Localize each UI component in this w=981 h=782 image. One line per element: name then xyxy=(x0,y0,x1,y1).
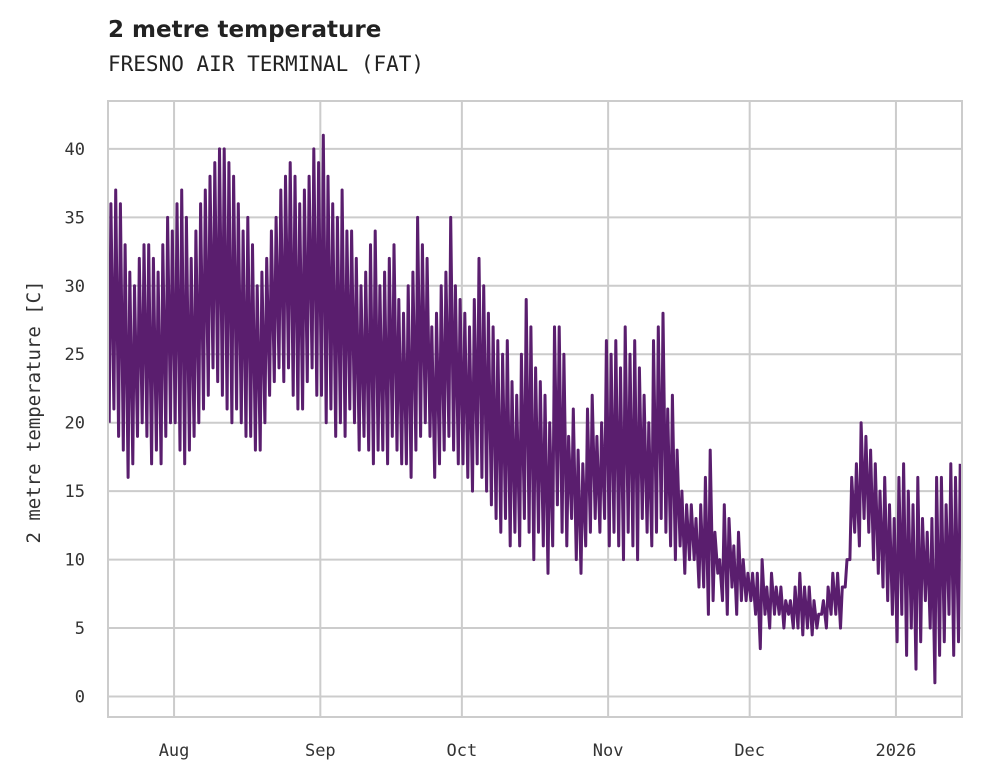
x-tick-label: Sep xyxy=(305,741,336,761)
plot-frame xyxy=(107,100,963,718)
x-tick-label: 2026 xyxy=(875,741,916,761)
x-tick-label: Nov xyxy=(593,741,624,761)
y-axis-label: 2 metre temperature [C] xyxy=(23,280,45,543)
y-tick-label: 5 xyxy=(75,619,85,639)
x-tick-label: Dec xyxy=(734,741,765,761)
series-line xyxy=(108,133,962,685)
x-tick-label: Oct xyxy=(447,741,478,761)
y-tick-label: 0 xyxy=(75,687,85,707)
y-tick-label: 30 xyxy=(65,277,85,297)
y-tick-label: 40 xyxy=(65,140,85,160)
x-tick-label: Aug xyxy=(159,741,190,761)
chart-title: 2 metre temperature xyxy=(108,17,382,43)
y-tick-label: 10 xyxy=(65,551,85,571)
y-tick-label: 20 xyxy=(65,414,85,434)
y-tick-label: 15 xyxy=(65,482,85,502)
y-tick-label: 35 xyxy=(65,208,85,228)
chart-subtitle: FRESNO AIR TERMINAL (FAT) xyxy=(108,52,425,76)
y-tick-label: 25 xyxy=(65,345,85,365)
